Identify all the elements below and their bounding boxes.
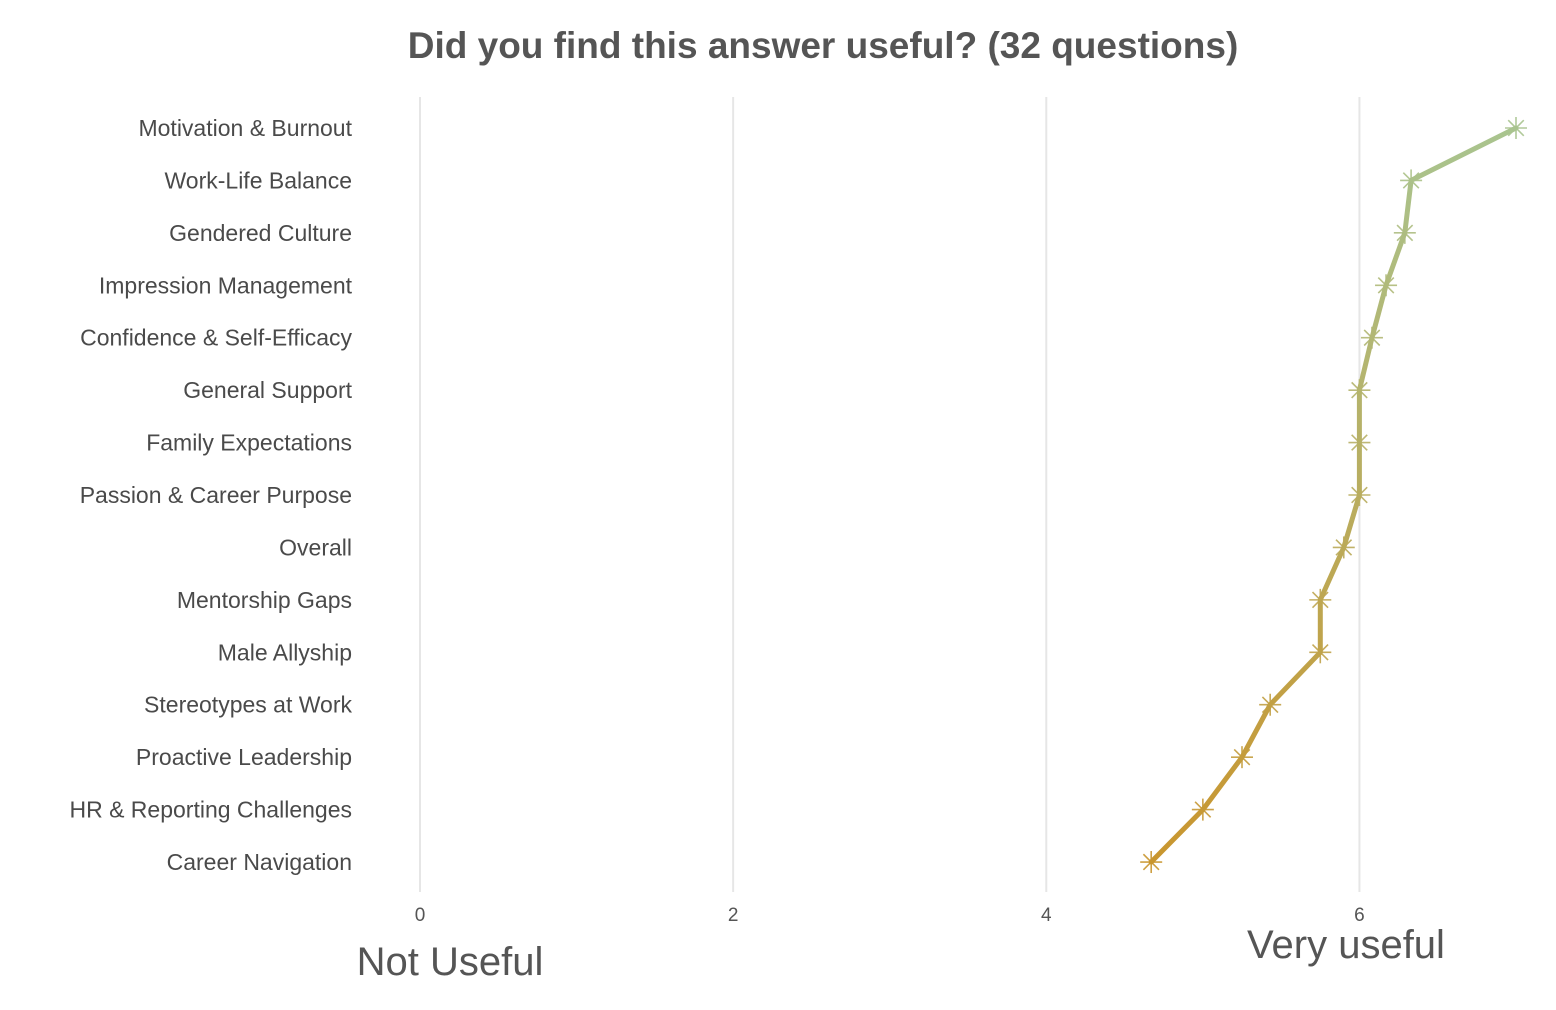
- data-point: [1375, 274, 1398, 297]
- category-label: Motivation & Burnout: [138, 115, 352, 141]
- chart-title: Did you find this answer useful? (32 que…: [408, 25, 1239, 66]
- data-point: [1348, 484, 1371, 507]
- data-point: [1400, 169, 1423, 192]
- data-point: [1393, 221, 1416, 244]
- series-line: [1148, 125, 1519, 865]
- category-label: Confidence & Self-Efficacy: [80, 325, 352, 351]
- x-tick-label-0: 0: [415, 905, 426, 926]
- category-label: Family Expectations: [146, 430, 352, 456]
- category-label: Passion & Career Purpose: [80, 482, 352, 508]
- x-tick-label-4: 4: [1041, 905, 1052, 926]
- series-line-layer: [1148, 125, 1519, 865]
- x-tick-labels: 0 2 4 6: [415, 905, 1365, 926]
- category-label: Male Allyship: [218, 639, 352, 665]
- data-point: [1348, 431, 1371, 454]
- low-end-annotation: Not Useful: [357, 940, 544, 984]
- data-point: [1309, 588, 1332, 611]
- data-points: [1140, 117, 1527, 874]
- category-label: Overall: [279, 534, 352, 560]
- data-point: [1259, 693, 1282, 716]
- high-end-annotation: Very useful: [1247, 923, 1445, 967]
- category-label: Mentorship Gaps: [177, 587, 352, 613]
- data-point: [1191, 798, 1214, 821]
- data-point: [1360, 326, 1383, 349]
- category-labels: Motivation & Burnout Work-Life Balance Gen…: [69, 115, 352, 875]
- category-label: Work-Life Balance: [165, 167, 353, 193]
- category-label: General Support: [183, 377, 352, 403]
- data-point: [1332, 536, 1355, 559]
- x-tick-label-6: 6: [1354, 905, 1365, 926]
- data-point: [1505, 117, 1527, 139]
- data-point: [1140, 851, 1163, 874]
- category-label: Impression Management: [99, 272, 353, 298]
- data-point: [1309, 641, 1332, 664]
- grid-layer: [419, 97, 1361, 892]
- category-label: HR & Reporting Challenges: [69, 797, 352, 823]
- category-label: Gendered Culture: [169, 220, 352, 246]
- data-point: [1348, 379, 1371, 402]
- category-label: Proactive Leadership: [136, 744, 352, 770]
- category-label: Stereotypes at Work: [144, 692, 352, 718]
- data-point: [1231, 746, 1253, 769]
- x-tick-label-2: 2: [728, 905, 739, 926]
- category-label: Career Navigation: [167, 849, 352, 875]
